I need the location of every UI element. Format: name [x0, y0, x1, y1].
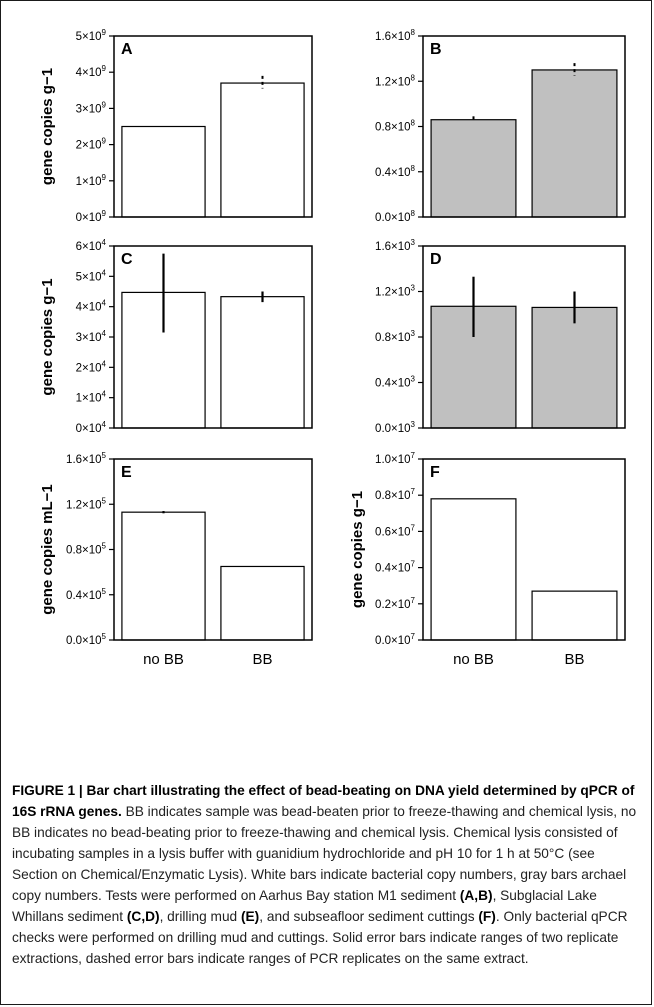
tick-label: 5×104	[76, 268, 107, 283]
caption-ref-cd: (C,D)	[126, 909, 160, 924]
bar-d-2	[531, 306, 618, 429]
y-axis-label: gene copies g−1	[39, 278, 56, 395]
tick-label: 0.4×108	[375, 164, 416, 179]
caption-text: . Only bacterial qPCR checks were perfor…	[12, 909, 628, 966]
panel-label: C	[121, 251, 133, 268]
tick-label: 2×109	[76, 137, 107, 152]
bar-b-1	[430, 119, 517, 218]
bar-a-1	[121, 125, 206, 218]
figure-caption: FIGURE 1 | Bar chart illustrating the ef…	[12, 780, 642, 969]
tick-label: 0.0×107	[375, 632, 416, 647]
tick-label: 0.0×105	[66, 632, 107, 647]
caption-ref-ab: (A,B)	[459, 888, 493, 903]
tick-label: 1.6×103	[375, 238, 416, 253]
tick-label: 1.6×105	[66, 451, 107, 466]
tick-label: 0.4×107	[375, 560, 416, 575]
plot-frame-f	[422, 458, 626, 641]
tick-label: 4×109	[76, 64, 107, 79]
bar-b-2	[531, 69, 618, 218]
bar-f-2	[531, 590, 618, 641]
tick-label: 4×104	[76, 299, 107, 314]
y-axis-label: gene copies g−1	[39, 68, 56, 185]
bar-f-1	[430, 498, 517, 641]
tick-label: 3×109	[76, 100, 107, 115]
tick-label: 1.2×105	[66, 496, 107, 511]
bar-e-2	[220, 565, 305, 641]
panel-label: D	[430, 251, 442, 268]
tick-label: 6×104	[76, 238, 107, 253]
y-axis-label: gene copies mL−1	[39, 484, 56, 614]
tick-label: 1.6×108	[375, 28, 416, 43]
tick-label: 1.0×107	[375, 451, 416, 466]
tick-label: 0.8×108	[375, 119, 416, 134]
tick-label: 0×109	[76, 209, 107, 224]
bar-e-1	[121, 511, 206, 641]
category-label: no BB	[453, 651, 494, 668]
tick-label: 0×104	[76, 420, 107, 435]
plot-frame-a	[113, 35, 313, 218]
category-label: BB	[564, 651, 584, 668]
tick-label: 2×104	[76, 359, 107, 374]
panel-label: A	[121, 41, 133, 58]
panel-label: E	[121, 464, 132, 481]
caption-ref-f: (F)	[478, 909, 496, 924]
y-axis-label: gene copies g−1	[349, 491, 366, 608]
tick-label: 0.4×105	[66, 587, 107, 602]
tick-label: 0.4×103	[375, 375, 416, 390]
category-label: BB	[252, 651, 272, 668]
tick-label: 1.2×108	[375, 73, 416, 88]
panel-d: 0.0×103 0.4×103 0.8×103 1.2×103 1.6×103 D	[375, 238, 626, 435]
tick-label: 0.6×107	[375, 523, 416, 538]
caption-title: FIGURE 1 | Bar chart illustrating the ef…	[12, 783, 635, 819]
panel-b: 0.0×108 0.4×108 0.8×108 1.2×108 1.6×108 B	[375, 28, 626, 224]
tick-label: 0.8×105	[66, 542, 107, 557]
panel-c: 0×104 1×104 2×104 3×104 4×104 5×104 6×104 Cgene…	[39, 238, 313, 435]
caption-text: , Subglacial Lake Whillans sediment	[12, 888, 597, 924]
panel-label: F	[430, 464, 440, 481]
tick-label: 0.0×103	[375, 420, 416, 435]
tick-label: 3×104	[76, 329, 107, 344]
panel-e: 0.0×105 0.4×105 0.8×105 1.2×105 1.6×105 Egene…	[39, 451, 313, 668]
caption-text: BB indicates sample was bead-beaten prio…	[12, 804, 637, 903]
tick-label: 1×109	[76, 173, 107, 188]
caption-text: , and subseafloor sediment cuttings	[259, 909, 479, 924]
tick-label: 0.8×107	[375, 487, 416, 502]
caption-text: , drilling mud	[159, 909, 241, 924]
category-label: no BB	[143, 651, 184, 668]
tick-label: 1×104	[76, 390, 107, 405]
caption-ref-e: (E)	[240, 909, 260, 924]
bar-c-2	[220, 296, 305, 429]
tick-label: 0.8×103	[375, 329, 416, 344]
panel-label: B	[430, 41, 442, 58]
tick-label: 5×109	[76, 28, 107, 43]
tick-label: 0.0×108	[375, 209, 416, 224]
panel-f: 0.0×107 0.2×107 0.4×107 0.6×107 0.8×107 1.0×1…	[349, 451, 626, 668]
tick-label: 0.2×107	[375, 596, 416, 611]
bar-a-2	[220, 82, 305, 218]
tick-label: 1.2×103	[375, 284, 416, 299]
